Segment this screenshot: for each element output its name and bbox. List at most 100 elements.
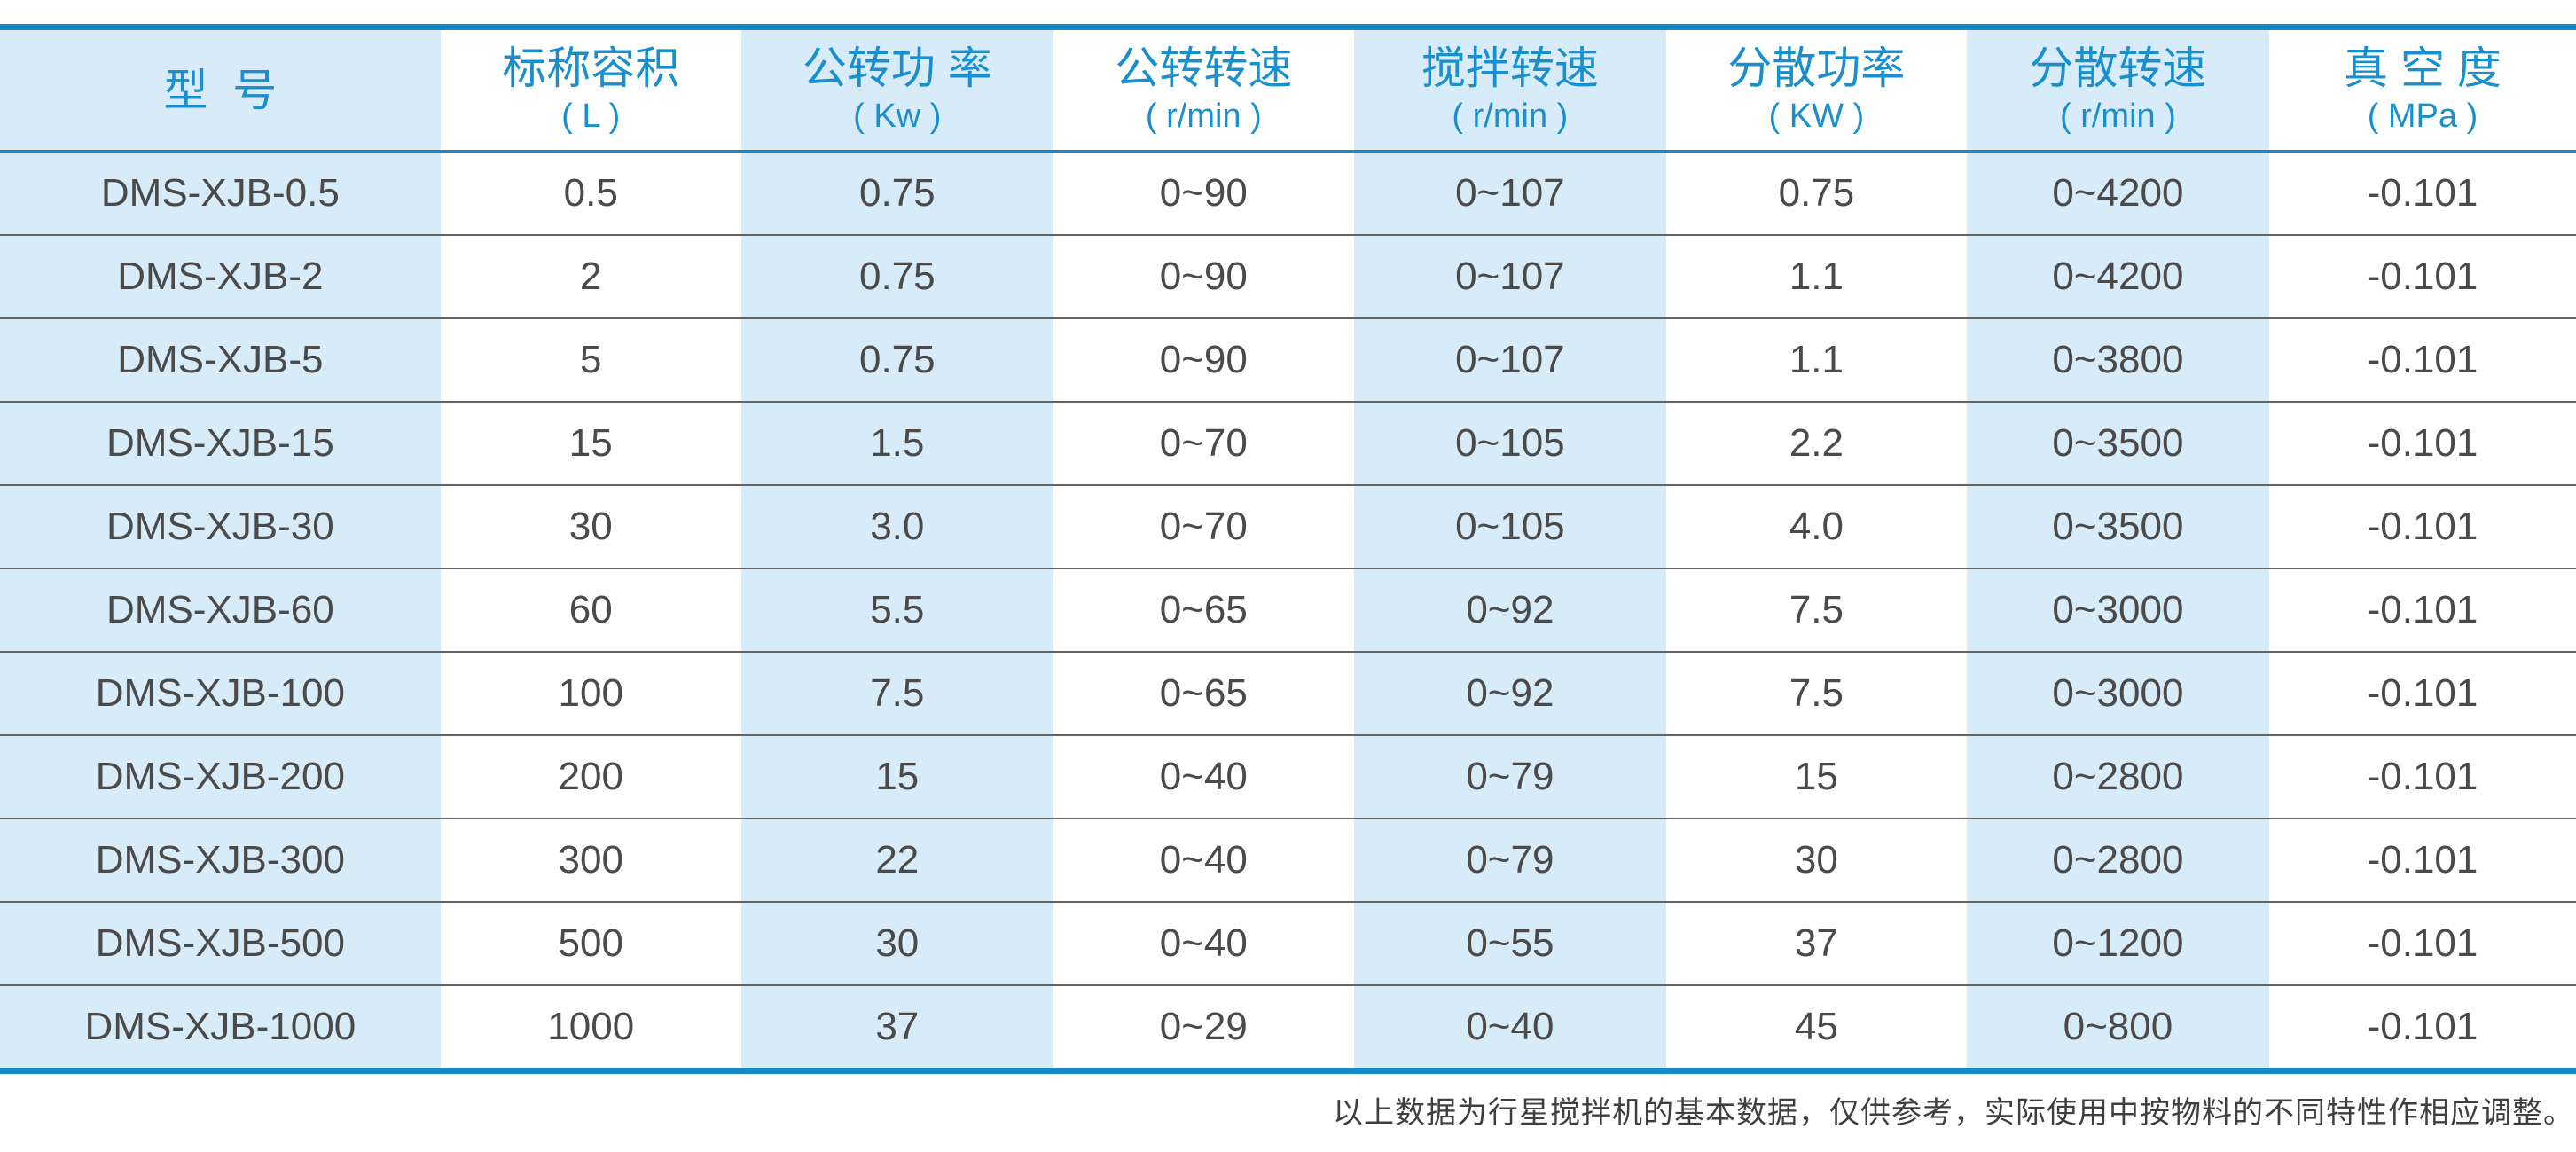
value-cell: 0~4200 [1966,234,2269,318]
value-cell: 0~3800 [1966,317,2269,402]
value-cell: 0~79 [1353,818,1666,902]
value-cell: -0.101 [2268,484,2576,568]
value-cell: 0.75 [740,151,1053,235]
value-cell: 100 [440,651,741,735]
value-cell: 0~4200 [1966,151,2269,235]
value-cell: -0.101 [2268,401,2576,485]
value-cell: 30 [740,901,1053,985]
model-cell: DMS-XJB-30 [0,484,441,568]
value-cell: 0~65 [1053,651,1354,735]
value-cell: -0.101 [2268,818,2576,902]
value-cell: 0~40 [1053,901,1354,985]
col-header-unit: ( KW ) [1768,97,1865,135]
value-cell: 0.75 [740,234,1053,318]
value-cell: -0.101 [2268,317,2576,402]
table-row: DMS-XJB-2 2 0.75 0~90 0~107 1.1 0~4200 -0.101 [0,234,2576,318]
model-cell: DMS-XJB-60 [0,568,441,652]
col-header-label: 标称容积 [502,43,680,93]
model-cell: DMS-XJB-15 [0,401,441,485]
value-cell: 1000 [440,984,741,1071]
value-cell: 500 [440,901,741,985]
value-cell: 0~90 [1053,234,1354,318]
value-cell: 5.5 [740,568,1053,652]
value-cell: 2 [440,234,741,318]
value-cell: 0~65 [1053,568,1354,652]
value-cell: 1.1 [1665,234,1967,318]
value-cell: 30 [440,484,741,568]
model-cell: DMS-XJB-5 [0,317,441,402]
value-cell: -0.101 [2367,171,2478,215]
model-cell: DMS-XJB-300 [0,818,441,902]
col-header-unit: ( r/min ) [1452,97,1569,135]
value-cell: 4.0 [1665,484,1967,568]
col-header-unit: ( L ) [561,97,621,135]
table-row: DMS-XJB-0.5 0.5 0.75 0~90 0~107 0.75 0~4200 -0.… [0,151,2576,235]
value-cell: 0.75 [740,317,1053,402]
value-cell: 0~90 [1159,171,1248,215]
value-cell: 0~70 [1053,484,1354,568]
value-cell: 7.5 [740,651,1053,735]
value-cell: 3.0 [740,484,1053,568]
value-cell: -0.101 [2268,734,2576,819]
col-header-unit: ( MPa ) [2367,97,2478,135]
model-cell: DMS-XJB-2 [0,234,441,318]
value-cell: 300 [440,818,741,902]
col-header-unit: ( r/min ) [1145,97,1262,135]
value-cell: 200 [440,734,741,819]
value-cell: -0.101 [2268,568,2576,652]
value-cell: 0~2800 [1966,734,2269,819]
value-cell: 0~79 [1353,734,1666,819]
col-header-label: 分散功率 [1727,43,1906,93]
table-row: DMS-XJB-30 30 3.0 0~70 0~105 4.0 0~3500 -0.101 [0,484,2576,568]
model-cell: DMS-XJB-500 [0,901,441,985]
value-cell: 0~29 [1053,984,1354,1071]
value-cell: 37 [1665,901,1967,985]
model-cell: DMS-XJB-0.5 [0,151,441,235]
col-header-label: 公转转速 [1115,43,1293,93]
table-row: DMS-XJB-100 100 7.5 0~65 0~92 7.5 0~3000 -0.101 [0,651,2576,735]
value-cell: 0~70 [1053,401,1354,485]
col-header-revolution-speed: 公转转速 ( r/min ) [1053,27,1354,153]
table-row: DMS-XJB-200 200 15 0~40 0~79 15 0~2800 -0.101 [0,734,2576,819]
col-header-dispersion-speed: 分散转速 ( r/min ) [1966,27,2269,153]
value-cell: 22 [740,818,1053,902]
col-header-revolution-power: 公转功 率 ( Kw ) [740,27,1053,153]
col-header-label: 分散转速 [2029,43,2207,93]
col-header-label: 型 号 [163,65,278,115]
table-row: DMS-XJB-1000 1000 37 0~29 0~40 45 0~800 -0.101 [0,984,2576,1071]
value-cell: 0~3500 [1966,401,2269,485]
col-header-vacuum-degree: 真 空 度 ( MPa ) [2268,27,2576,153]
col-header-label: 公转功 率 [802,43,992,93]
value-cell: 2.2 [1665,401,1967,485]
value-cell: 0~107 [1353,317,1666,402]
value-cell: 5 [440,317,741,402]
value-cell: 7.5 [1665,651,1967,735]
value-cell: 15 [1665,734,1967,819]
footer-note: 以上数据为行星搅拌机的基本数据，仅供参考，实际使用中按物料的不同特性作相应调整。 [1333,1094,2574,1131]
col-header-stirring-speed: 搅拌转速 ( r/min ) [1353,27,1666,153]
value-cell: 1.1 [1665,317,1967,402]
value-cell: 0~107 [1353,151,1666,235]
model-cell: DMS-XJB-200 [0,734,441,819]
value-cell: 45 [1665,984,1967,1071]
spec-table: 型 号 标称容积 ( L ) 公转功 率 ( Kw ) 公转转速 ( r/min… [0,24,2576,1074]
value-cell: 1.5 [740,401,1053,485]
value-cell: 37 [740,984,1053,1071]
value-cell: 7.5 [1665,568,1967,652]
value-cell: -0.101 [2268,234,2576,318]
table-row: DMS-XJB-500 500 30 0~40 0~55 37 0~1200 -0.101 [0,901,2576,985]
col-header-unit: ( Kw ) [853,97,942,135]
value-cell: 0~90 [1053,317,1354,402]
value-cell: -0.101 [2268,901,2576,985]
col-header-label: 搅拌转速 [1421,43,1599,93]
table-body: DMS-XJB-0.5 0.5 0.75 0~90 0~107 0.75 0~4200 -0.… [0,151,2576,1071]
model-cell: DMS-XJB-100 [0,651,441,735]
header-row: 型 号 标称容积 ( L ) 公转功 率 ( Kw ) 公转转速 ( r/min… [0,27,2576,153]
value-cell: 0~800 [1966,984,2269,1071]
table-row: DMS-XJB-300 300 22 0~40 0~79 30 0~2800 -0.101 [0,818,2576,902]
value-cell: 0~105 [1353,401,1666,485]
value-cell: 0.75 [1778,171,1855,215]
value-cell: -0.101 [2268,651,2576,735]
value-cell: 0~40 [1353,984,1666,1071]
value-cell: 0~1200 [1966,901,2269,985]
